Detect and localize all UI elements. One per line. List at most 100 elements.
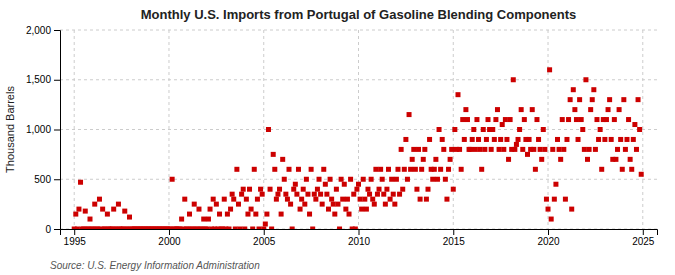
point [343,207,348,212]
point [296,167,301,172]
x-tick-mark [264,229,265,235]
point [288,202,293,207]
point [606,107,611,112]
point [503,117,508,122]
point [244,197,249,202]
point [478,147,483,152]
point [274,197,279,202]
point [419,167,424,172]
point [253,212,258,217]
point [255,197,260,202]
x-tick: 1995 [64,229,87,247]
point [489,147,494,152]
point [116,202,121,207]
point [293,182,298,187]
point [282,177,287,182]
point [179,217,184,222]
point [463,107,468,112]
x-tick: 2010 [348,229,371,247]
point [413,167,418,172]
point [574,117,579,122]
point [617,107,622,112]
point [508,117,513,122]
point [182,197,187,202]
point [280,157,285,162]
point [446,167,451,172]
point [196,207,201,212]
point [321,167,326,172]
point [571,87,576,92]
point [626,117,631,122]
point [324,192,329,197]
point [388,197,393,202]
point [263,222,268,227]
x-tick-label: 2000 [158,236,181,247]
point [372,202,377,207]
point [408,167,413,172]
grid-line-y [60,129,657,130]
point [636,97,641,102]
point [287,167,292,172]
point [261,227,266,230]
x-tick-mark [359,229,360,235]
point [272,167,277,172]
point [231,197,236,202]
y-tick-mark [54,130,60,131]
x-tick-mark [643,229,644,235]
point [97,197,102,202]
point [323,182,328,187]
x-axis-line [61,230,658,236]
point [558,157,563,162]
point [632,122,637,127]
point [527,137,532,142]
point [580,127,585,132]
point [386,167,391,172]
point [471,127,476,132]
point [73,212,78,217]
point [285,197,290,202]
point [201,217,206,222]
point [192,202,197,207]
grid-line-x [642,30,643,229]
point [105,212,110,217]
point [335,202,340,207]
point [536,137,541,142]
point [88,217,93,222]
point [493,117,498,122]
point [326,207,331,212]
point [620,167,625,172]
point [530,107,535,112]
point [354,187,359,192]
x-tick-label: 2010 [348,236,371,247]
point [549,217,554,222]
point [127,215,132,220]
point [291,187,296,192]
point [217,212,222,217]
point [501,147,506,152]
point [378,167,383,172]
point [365,187,370,192]
grid [60,30,657,229]
point [576,137,581,142]
point [430,177,435,182]
y-tick: 500 [34,174,60,185]
point [204,227,209,230]
x-tick: 2000 [158,229,181,247]
point [602,137,607,142]
point [629,167,634,172]
point [615,147,620,152]
point [377,187,382,192]
point [465,117,470,122]
y-axis: 05001,0001,5002,000 [26,25,61,235]
point [351,192,356,197]
point [100,207,105,212]
point [520,147,525,152]
point [411,147,416,152]
point [525,152,530,157]
point [214,202,219,207]
point [569,207,574,212]
point [275,192,280,197]
point [577,97,582,102]
point [500,122,505,127]
point [492,137,497,142]
